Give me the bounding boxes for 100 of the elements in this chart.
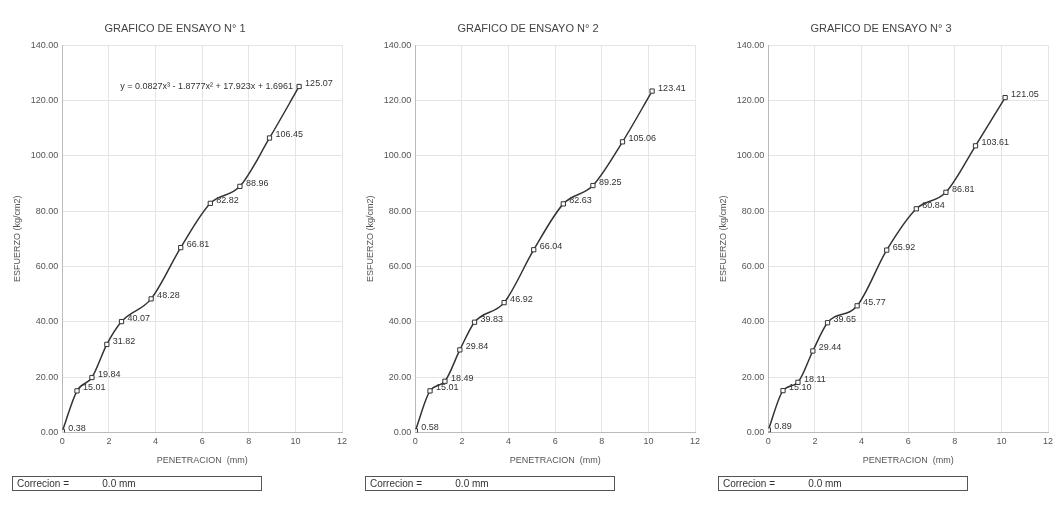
y-tick-label: 20.00 [741, 371, 765, 382]
data-label: 106.45 [275, 129, 304, 140]
data-label: 39.65 [833, 314, 857, 325]
data-label: 123.41 [658, 82, 686, 93]
data-label: 0.58 [421, 422, 439, 433]
y-tick-label: 40.00 [35, 316, 59, 327]
data-label: 66.81 [186, 239, 210, 250]
x-tick-label: 2 [106, 436, 112, 447]
point [89, 374, 95, 381]
data-label: 46.92 [510, 294, 533, 305]
y-tick-label: 0.00 [40, 426, 59, 437]
point [649, 88, 655, 94]
point [104, 341, 110, 348]
x-axis-title: PENETRACION (mm) [862, 455, 954, 466]
y-tick-label: 20.00 [35, 371, 59, 382]
y-tick-label: 40.00 [741, 316, 765, 327]
point [74, 388, 80, 394]
point [531, 247, 537, 253]
data-label: 86.81 [951, 183, 975, 194]
x-tick-label: 4 [859, 436, 865, 447]
y-tick-label: 120.00 [383, 95, 412, 105]
x-tick-label: 4 [506, 436, 512, 447]
point [457, 347, 463, 353]
x-tick-label: 12 [689, 436, 701, 447]
y-tick-label: 140.00 [736, 39, 765, 50]
data-label: 18.49 [450, 372, 474, 383]
y-tick-label: 120.00 [30, 95, 59, 105]
data-label: 48.28 [157, 290, 180, 301]
point [427, 388, 433, 394]
x-tick-label: 0 [412, 436, 418, 447]
data-label: 31.82 [112, 335, 136, 346]
x-tick-label: 2 [459, 436, 465, 447]
text: Correcion = 0.0 mm [12, 476, 262, 491]
data-label: 103.61 [981, 137, 1010, 148]
point [943, 189, 949, 195]
y-tick-label: 20.00 [388, 371, 412, 382]
point [1002, 94, 1008, 101]
point [178, 245, 184, 251]
data-label: 15.10 [789, 382, 812, 393]
y-axis-title: ESFUERZO (kg/cm2) [717, 195, 728, 283]
x-tick-label: 12 [1042, 436, 1054, 447]
point [619, 139, 626, 145]
point [824, 320, 831, 326]
data-label: 66.04 [539, 241, 563, 252]
data-label: 89.25 [598, 177, 622, 188]
point [237, 183, 243, 189]
x-tick-label: 2 [812, 436, 818, 447]
y-tick-label: 40.00 [388, 316, 412, 327]
point [207, 200, 213, 206]
point [266, 135, 273, 141]
point [560, 201, 566, 207]
y-tick-label: 80.00 [35, 205, 59, 216]
data-label: 82.82 [216, 194, 239, 205]
data-label: 121.05 [1011, 89, 1039, 100]
data-label: 105.06 [628, 133, 657, 144]
y-tick-label: 100.00 [30, 150, 59, 161]
y-tick-label: 60.00 [741, 260, 765, 271]
chart-title: GRAFICO DE ENSAYO N° 3 [810, 21, 952, 34]
x-tick-label: 0 [59, 436, 65, 447]
point [884, 247, 890, 253]
y-tick-label: 80.00 [388, 205, 412, 216]
data-label: 125.07 [305, 77, 333, 88]
data-label: 45.77 [863, 297, 886, 308]
y-tick-label: 140.00 [383, 39, 412, 50]
x-tick-label: 0 [765, 436, 771, 447]
x-tick-label: 8 [952, 436, 958, 447]
x-tick-label: 10 [290, 436, 301, 447]
y-axis-title: ESFUERZO (kg/cm2) [11, 195, 22, 283]
y-tick-label: 0.00 [746, 426, 765, 437]
y-tick-label: 60.00 [35, 260, 59, 271]
x-tick-label: 6 [199, 436, 205, 447]
data-label: 29.84 [465, 341, 489, 352]
y-tick-label: 140.00 [30, 39, 59, 50]
data-label: 15.01 [83, 382, 106, 393]
data-label: 40.07 [127, 313, 151, 324]
point [148, 296, 154, 302]
y-axis-title: ESFUERZO (kg/cm2) [364, 195, 375, 283]
point [590, 182, 596, 189]
x-axis-title: PENETRACION (mm) [509, 455, 601, 466]
annotation: y = 0.0827x³ - 1.8777x² + 17.923x + 1.6961 [120, 80, 294, 91]
point [296, 83, 302, 90]
x-tick-label: 8 [246, 436, 252, 447]
text: Correcion = 0.0 mm [365, 476, 615, 491]
point [501, 300, 507, 306]
point [118, 318, 125, 325]
point [913, 206, 919, 212]
data-label: 29.44 [818, 342, 842, 353]
x-tick-label: 4 [153, 436, 159, 447]
data-label: 18.11 [803, 373, 826, 384]
y-tick-label: 0.00 [393, 426, 412, 437]
x-tick-label: 6 [552, 436, 558, 447]
point [854, 303, 860, 309]
data-label: 65.92 [892, 241, 916, 252]
y-tick-label: 120.00 [736, 95, 765, 105]
data-label: 0.89 [774, 421, 792, 432]
x-tick-label: 12 [336, 436, 348, 447]
y-tick-label: 100.00 [736, 150, 765, 161]
point [442, 378, 448, 384]
chart-title: GRAFICO DE ENSAYO N° 2 [457, 21, 599, 34]
x-axis-title: PENETRACION (mm) [156, 455, 248, 466]
